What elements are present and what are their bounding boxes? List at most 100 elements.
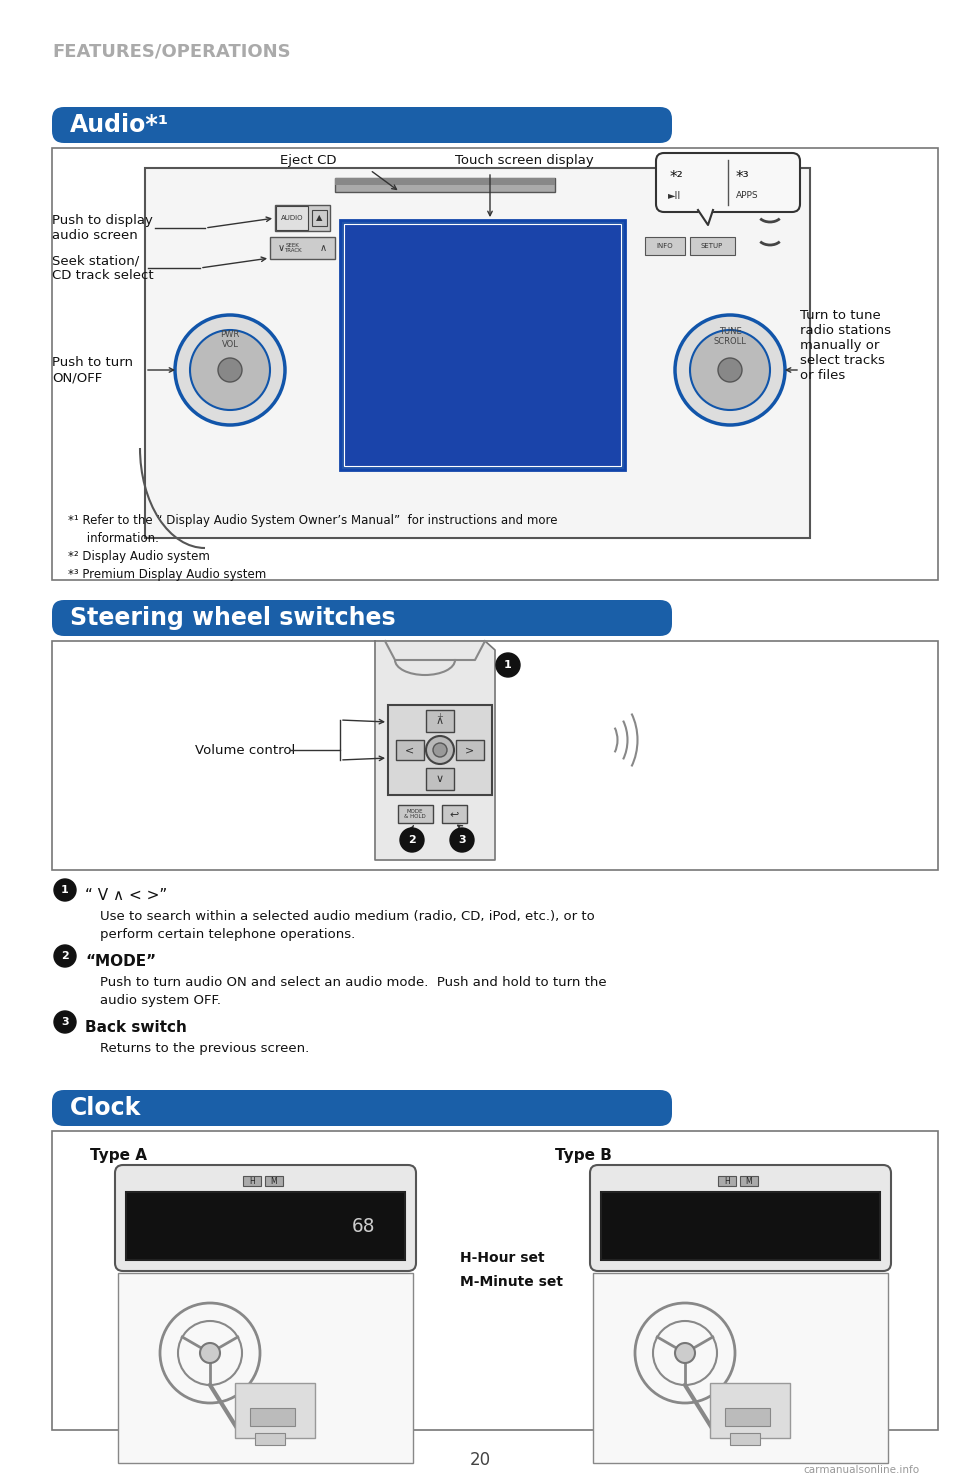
Text: Type A: Type A xyxy=(90,1149,147,1163)
Text: INFO: INFO xyxy=(657,243,673,249)
Circle shape xyxy=(718,358,742,381)
Bar xyxy=(388,705,492,795)
Bar xyxy=(426,769,454,789)
Bar xyxy=(725,1408,770,1426)
Bar xyxy=(275,205,330,232)
FancyBboxPatch shape xyxy=(590,1165,891,1270)
Text: AUDIO: AUDIO xyxy=(280,215,303,221)
Text: perform certain telephone operations.: perform certain telephone operations. xyxy=(100,928,355,941)
Text: TUNE
SCROLL: TUNE SCROLL xyxy=(713,326,747,346)
Circle shape xyxy=(690,329,770,410)
Text: ▲: ▲ xyxy=(316,214,323,223)
Text: +: + xyxy=(437,712,444,721)
Text: Push to turn audio ON and select an audio mode.  Push and hold to turn the: Push to turn audio ON and select an audi… xyxy=(100,976,607,988)
Bar xyxy=(243,1175,261,1186)
Bar xyxy=(442,804,467,824)
Text: 68: 68 xyxy=(351,1217,375,1236)
Text: Steering wheel switches: Steering wheel switches xyxy=(70,605,396,631)
Bar xyxy=(344,224,621,466)
Bar xyxy=(456,741,484,760)
Text: MODE
& HOLD: MODE & HOLD xyxy=(404,809,426,819)
Text: *² Display Audio system: *² Display Audio system xyxy=(68,551,210,562)
Bar xyxy=(126,1192,405,1260)
Bar xyxy=(118,1273,413,1463)
Text: >: > xyxy=(466,745,474,755)
Text: ∨: ∨ xyxy=(436,775,444,784)
Text: H: H xyxy=(724,1177,730,1186)
Text: Type B: Type B xyxy=(555,1149,612,1163)
FancyBboxPatch shape xyxy=(52,107,672,142)
Text: Push to turn
ON/OFF: Push to turn ON/OFF xyxy=(52,356,133,384)
Circle shape xyxy=(675,315,785,424)
Text: Audio*¹: Audio*¹ xyxy=(70,113,169,137)
Bar xyxy=(235,1383,315,1438)
Circle shape xyxy=(54,1011,76,1033)
Text: Back switch: Back switch xyxy=(85,1020,187,1034)
Bar xyxy=(601,1192,880,1260)
Text: 2: 2 xyxy=(408,835,416,844)
Text: H-Hour set
M-Minute set: H-Hour set M-Minute set xyxy=(460,1251,563,1290)
Text: FEATURES/OPERATIONS: FEATURES/OPERATIONS xyxy=(52,42,291,59)
Text: Touch screen display: Touch screen display xyxy=(455,153,593,166)
Bar xyxy=(276,206,308,230)
Bar xyxy=(593,1273,888,1463)
Text: ►II: ►II xyxy=(668,191,682,200)
Text: Use to search within a selected audio medium (radio, CD, iPod, etc.), or to: Use to search within a selected audio me… xyxy=(100,910,595,923)
Bar xyxy=(145,168,810,539)
FancyBboxPatch shape xyxy=(52,1091,672,1126)
Bar xyxy=(396,741,424,760)
Text: *¹ Refer to the “ Display Audio System Owner’s Manual”  for instructions and mor: *¹ Refer to the “ Display Audio System O… xyxy=(68,513,558,527)
Text: 20: 20 xyxy=(469,1451,491,1469)
Circle shape xyxy=(400,828,424,852)
Text: 3: 3 xyxy=(458,835,466,844)
Bar xyxy=(730,1434,760,1445)
Text: ∧: ∧ xyxy=(436,715,444,726)
Bar xyxy=(718,1175,736,1186)
Text: 2: 2 xyxy=(61,951,69,962)
Text: ∨: ∨ xyxy=(278,243,285,252)
FancyBboxPatch shape xyxy=(115,1165,416,1270)
Text: “MODE”: “MODE” xyxy=(85,954,156,969)
Text: SEEK
TRACK: SEEK TRACK xyxy=(284,242,301,254)
Text: Returns to the previous screen.: Returns to the previous screen. xyxy=(100,1042,309,1055)
Text: ↩: ↩ xyxy=(449,809,459,819)
Bar xyxy=(52,641,938,870)
FancyBboxPatch shape xyxy=(656,153,800,212)
Circle shape xyxy=(54,879,76,901)
Circle shape xyxy=(175,315,285,424)
Text: ∧: ∧ xyxy=(320,243,326,252)
Text: *³ Premium Display Audio system: *³ Premium Display Audio system xyxy=(68,568,266,582)
Text: Volume control: Volume control xyxy=(195,743,296,757)
Text: “ V ∧ < >”: “ V ∧ < >” xyxy=(85,887,167,902)
Text: H: H xyxy=(250,1177,254,1186)
Polygon shape xyxy=(375,641,495,861)
Polygon shape xyxy=(698,211,713,226)
Bar xyxy=(645,237,685,255)
Text: audio system OFF.: audio system OFF. xyxy=(100,994,221,1008)
Bar xyxy=(265,1175,283,1186)
Circle shape xyxy=(450,828,474,852)
Bar xyxy=(740,1175,758,1186)
Circle shape xyxy=(675,1343,695,1362)
Circle shape xyxy=(190,329,270,410)
Bar xyxy=(426,709,454,732)
Text: APPS: APPS xyxy=(736,191,758,200)
Bar xyxy=(710,1383,790,1438)
Text: Clock: Clock xyxy=(70,1097,141,1120)
Circle shape xyxy=(496,653,520,677)
Circle shape xyxy=(433,743,447,757)
Bar xyxy=(52,148,938,580)
Text: <: < xyxy=(405,745,415,755)
Circle shape xyxy=(54,945,76,968)
Text: M: M xyxy=(746,1177,753,1186)
Bar xyxy=(398,804,433,824)
Circle shape xyxy=(200,1343,220,1362)
Bar xyxy=(340,220,625,470)
Text: *³: *³ xyxy=(736,171,750,186)
Text: Eject CD: Eject CD xyxy=(280,153,337,166)
Text: SETUP: SETUP xyxy=(701,243,723,249)
Text: Turn to tune
radio stations
manually or
select tracks
or files: Turn to tune radio stations manually or … xyxy=(800,309,891,381)
Bar xyxy=(270,237,335,260)
Text: information.: information. xyxy=(68,531,158,545)
Circle shape xyxy=(218,358,242,381)
